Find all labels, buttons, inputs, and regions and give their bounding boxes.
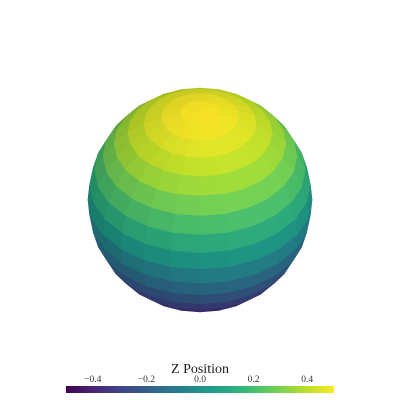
sphere-surface-face <box>174 193 201 216</box>
sphere-surface-face <box>199 232 229 253</box>
colorbar-tick-label: −0.4 <box>84 375 101 385</box>
colorbar: Z Position −0.4 −0.2 0.0 0.2 0.4 <box>66 362 334 393</box>
colorbar-tick-label: 0.4 <box>301 375 313 385</box>
sphere-surface-face <box>170 266 201 284</box>
sphere-surface <box>87 87 313 313</box>
colorbar-tick-label: 0.2 <box>248 375 260 385</box>
sphere-surface-face <box>172 213 201 235</box>
sphere-surface-face <box>199 193 226 216</box>
colorbar-tick-label: −0.2 <box>138 375 155 385</box>
sphere-surface-face <box>171 232 201 253</box>
colorbar-title: Z Position <box>171 362 229 377</box>
colorbar-gradient <box>66 386 334 393</box>
sphere-surface-face <box>199 213 228 235</box>
sphere-surface-face <box>199 249 230 270</box>
colorbar-ticks: −0.4 −0.2 0.0 0.2 0.4 <box>84 375 313 385</box>
sphere-surface-face <box>177 174 201 197</box>
sphere-surface-face <box>170 249 201 270</box>
colorbar-tick-label: 0.0 <box>194 375 206 385</box>
sphere-surface-face <box>199 174 223 197</box>
sphere-surface-face <box>199 266 230 284</box>
